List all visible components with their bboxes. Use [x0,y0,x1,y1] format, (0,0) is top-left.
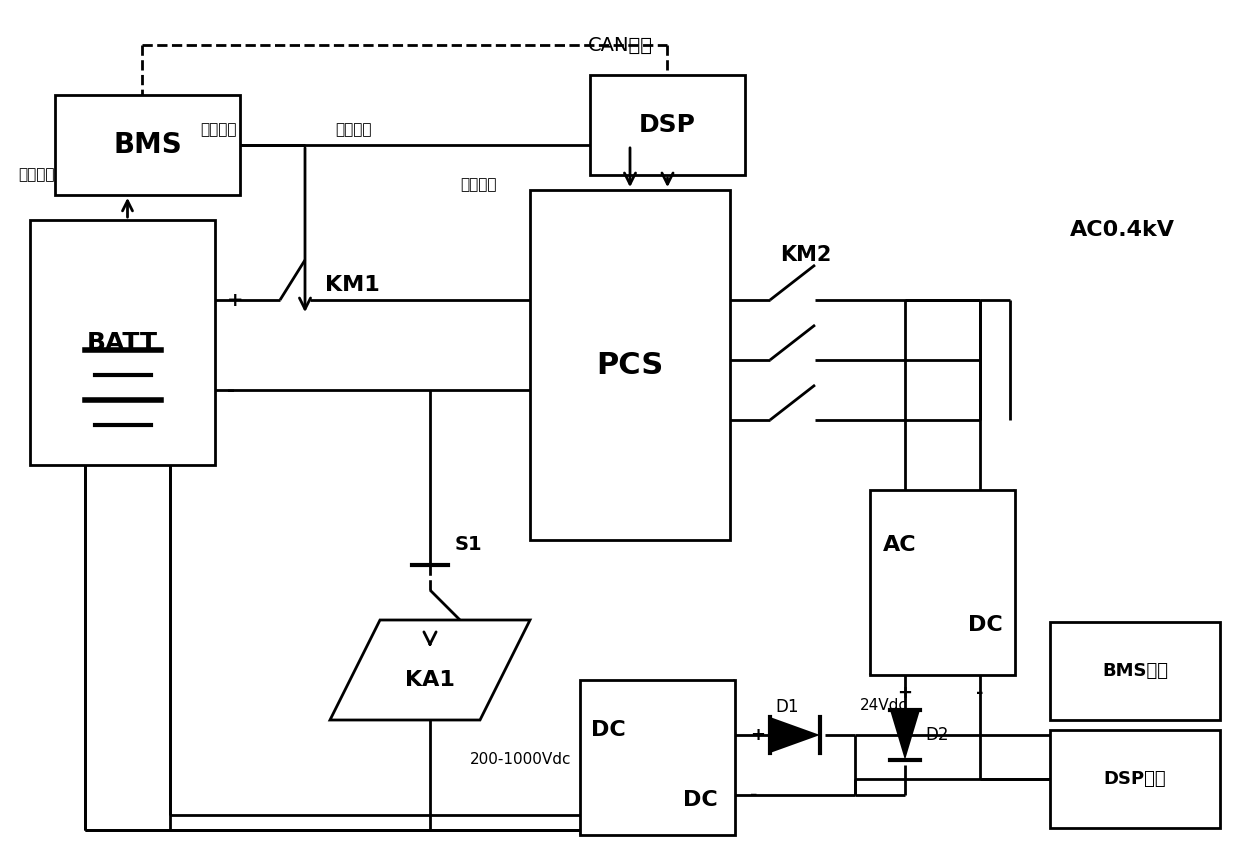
Text: BATT: BATT [87,331,157,354]
Text: BMS: BMS [113,131,182,159]
Text: 200-1000Vdc: 200-1000Vdc [470,753,572,767]
Text: 24Vdc: 24Vdc [861,697,908,713]
Polygon shape [330,620,529,720]
Text: AC: AC [883,535,916,555]
Bar [590,75,745,175]
Text: +: + [750,726,765,744]
Text: AC0.4kV: AC0.4kV [1070,220,1176,240]
Text: DC: DC [967,615,1002,635]
Text: -: - [227,380,236,399]
Text: CAN通讯: CAN通讯 [588,35,652,54]
Text: KM2: KM2 [780,245,831,265]
Bar [1050,730,1220,828]
Polygon shape [770,717,820,753]
Text: 控制信号: 控制信号 [200,123,237,137]
Bar [30,220,215,465]
Text: 采样信号: 采样信号 [19,168,55,182]
Text: 控制信号: 控制信号 [335,123,372,137]
Text: KM1: KM1 [325,275,379,295]
Text: -: - [750,786,758,804]
Text: S1: S1 [455,536,482,555]
Bar [1050,622,1220,720]
Text: 控制信号: 控制信号 [460,177,496,193]
Text: DSP供电: DSP供电 [1104,770,1167,788]
Text: +: + [898,684,913,702]
Text: BMS供电: BMS供电 [1102,662,1168,680]
Text: DC: DC [683,790,718,810]
Text: D1: D1 [775,698,799,716]
Bar [529,190,730,540]
Polygon shape [890,710,920,760]
Text: +: + [227,290,243,309]
Bar [55,95,241,195]
Text: DSP: DSP [639,113,696,137]
Text: DC: DC [590,720,625,740]
Text: D2: D2 [925,726,949,744]
Text: -: - [976,684,983,702]
Text: KA1: KA1 [405,670,455,690]
Bar [580,680,735,835]
Text: PCS: PCS [596,351,663,379]
Bar [870,490,1016,675]
